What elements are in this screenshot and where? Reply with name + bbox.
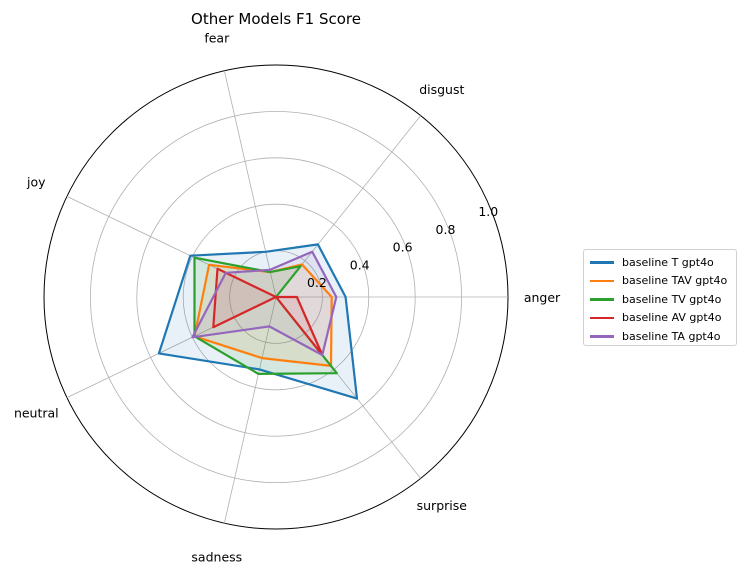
category-label-anger: anger xyxy=(524,290,561,305)
legend-label: baseline TAV gpt4o xyxy=(622,274,728,288)
legend-item: baseline T gpt4o xyxy=(590,253,730,272)
legend-label: baseline TA gpt4o xyxy=(622,329,721,343)
category-label-fear: fear xyxy=(204,31,230,46)
legend-swatch xyxy=(590,298,614,301)
radial-tick-label: 0.6 xyxy=(393,240,413,255)
category-label-neutral: neutral xyxy=(14,405,59,420)
axis-labels: 0.2 0.4 0.6 0.8 1.0 anger disgust fear joy neutra… xyxy=(14,31,561,565)
legend-swatch xyxy=(590,335,614,338)
spoke-sadness xyxy=(223,296,277,524)
radial-tick-label: 0.4 xyxy=(350,258,370,273)
legend-item: baseline AV gpt4o xyxy=(590,309,730,328)
legend-swatch xyxy=(590,316,614,319)
spoke-fear xyxy=(223,70,277,298)
legend-label: baseline AV gpt4o xyxy=(622,311,722,325)
legend-label: baseline T gpt4o xyxy=(622,255,714,269)
category-label-surprise: surprise xyxy=(417,498,468,513)
legend-item: baseline TA gpt4o xyxy=(590,327,730,346)
category-label-disgust: disgust xyxy=(419,82,464,97)
radial-tick-label: 1.0 xyxy=(478,204,498,219)
series-line-0 xyxy=(157,243,359,400)
series-lines xyxy=(157,243,359,400)
legend: baseline T gpt4o baseline TAV gpt4o baseli… xyxy=(583,249,737,346)
category-label-joy: joy xyxy=(26,175,46,190)
series-line-2 xyxy=(193,256,338,375)
legend-swatch xyxy=(590,261,614,264)
chart-title: Other Models F1 Score xyxy=(191,10,361,28)
legend-swatch xyxy=(590,279,614,282)
legend-label: baseline TV gpt4o xyxy=(622,292,722,306)
category-label-sadness: sadness xyxy=(191,549,242,564)
series-area-3 xyxy=(213,268,323,355)
series-line-1 xyxy=(193,263,333,367)
radial-tick-label: 0.2 xyxy=(307,275,327,290)
radial-tick-label: 0.8 xyxy=(436,222,456,237)
legend-item: baseline TAV gpt4o xyxy=(590,272,730,291)
series-area-0 xyxy=(158,244,357,399)
legend-item: baseline TV gpt4o xyxy=(590,290,730,309)
series-line-4 xyxy=(191,250,338,357)
